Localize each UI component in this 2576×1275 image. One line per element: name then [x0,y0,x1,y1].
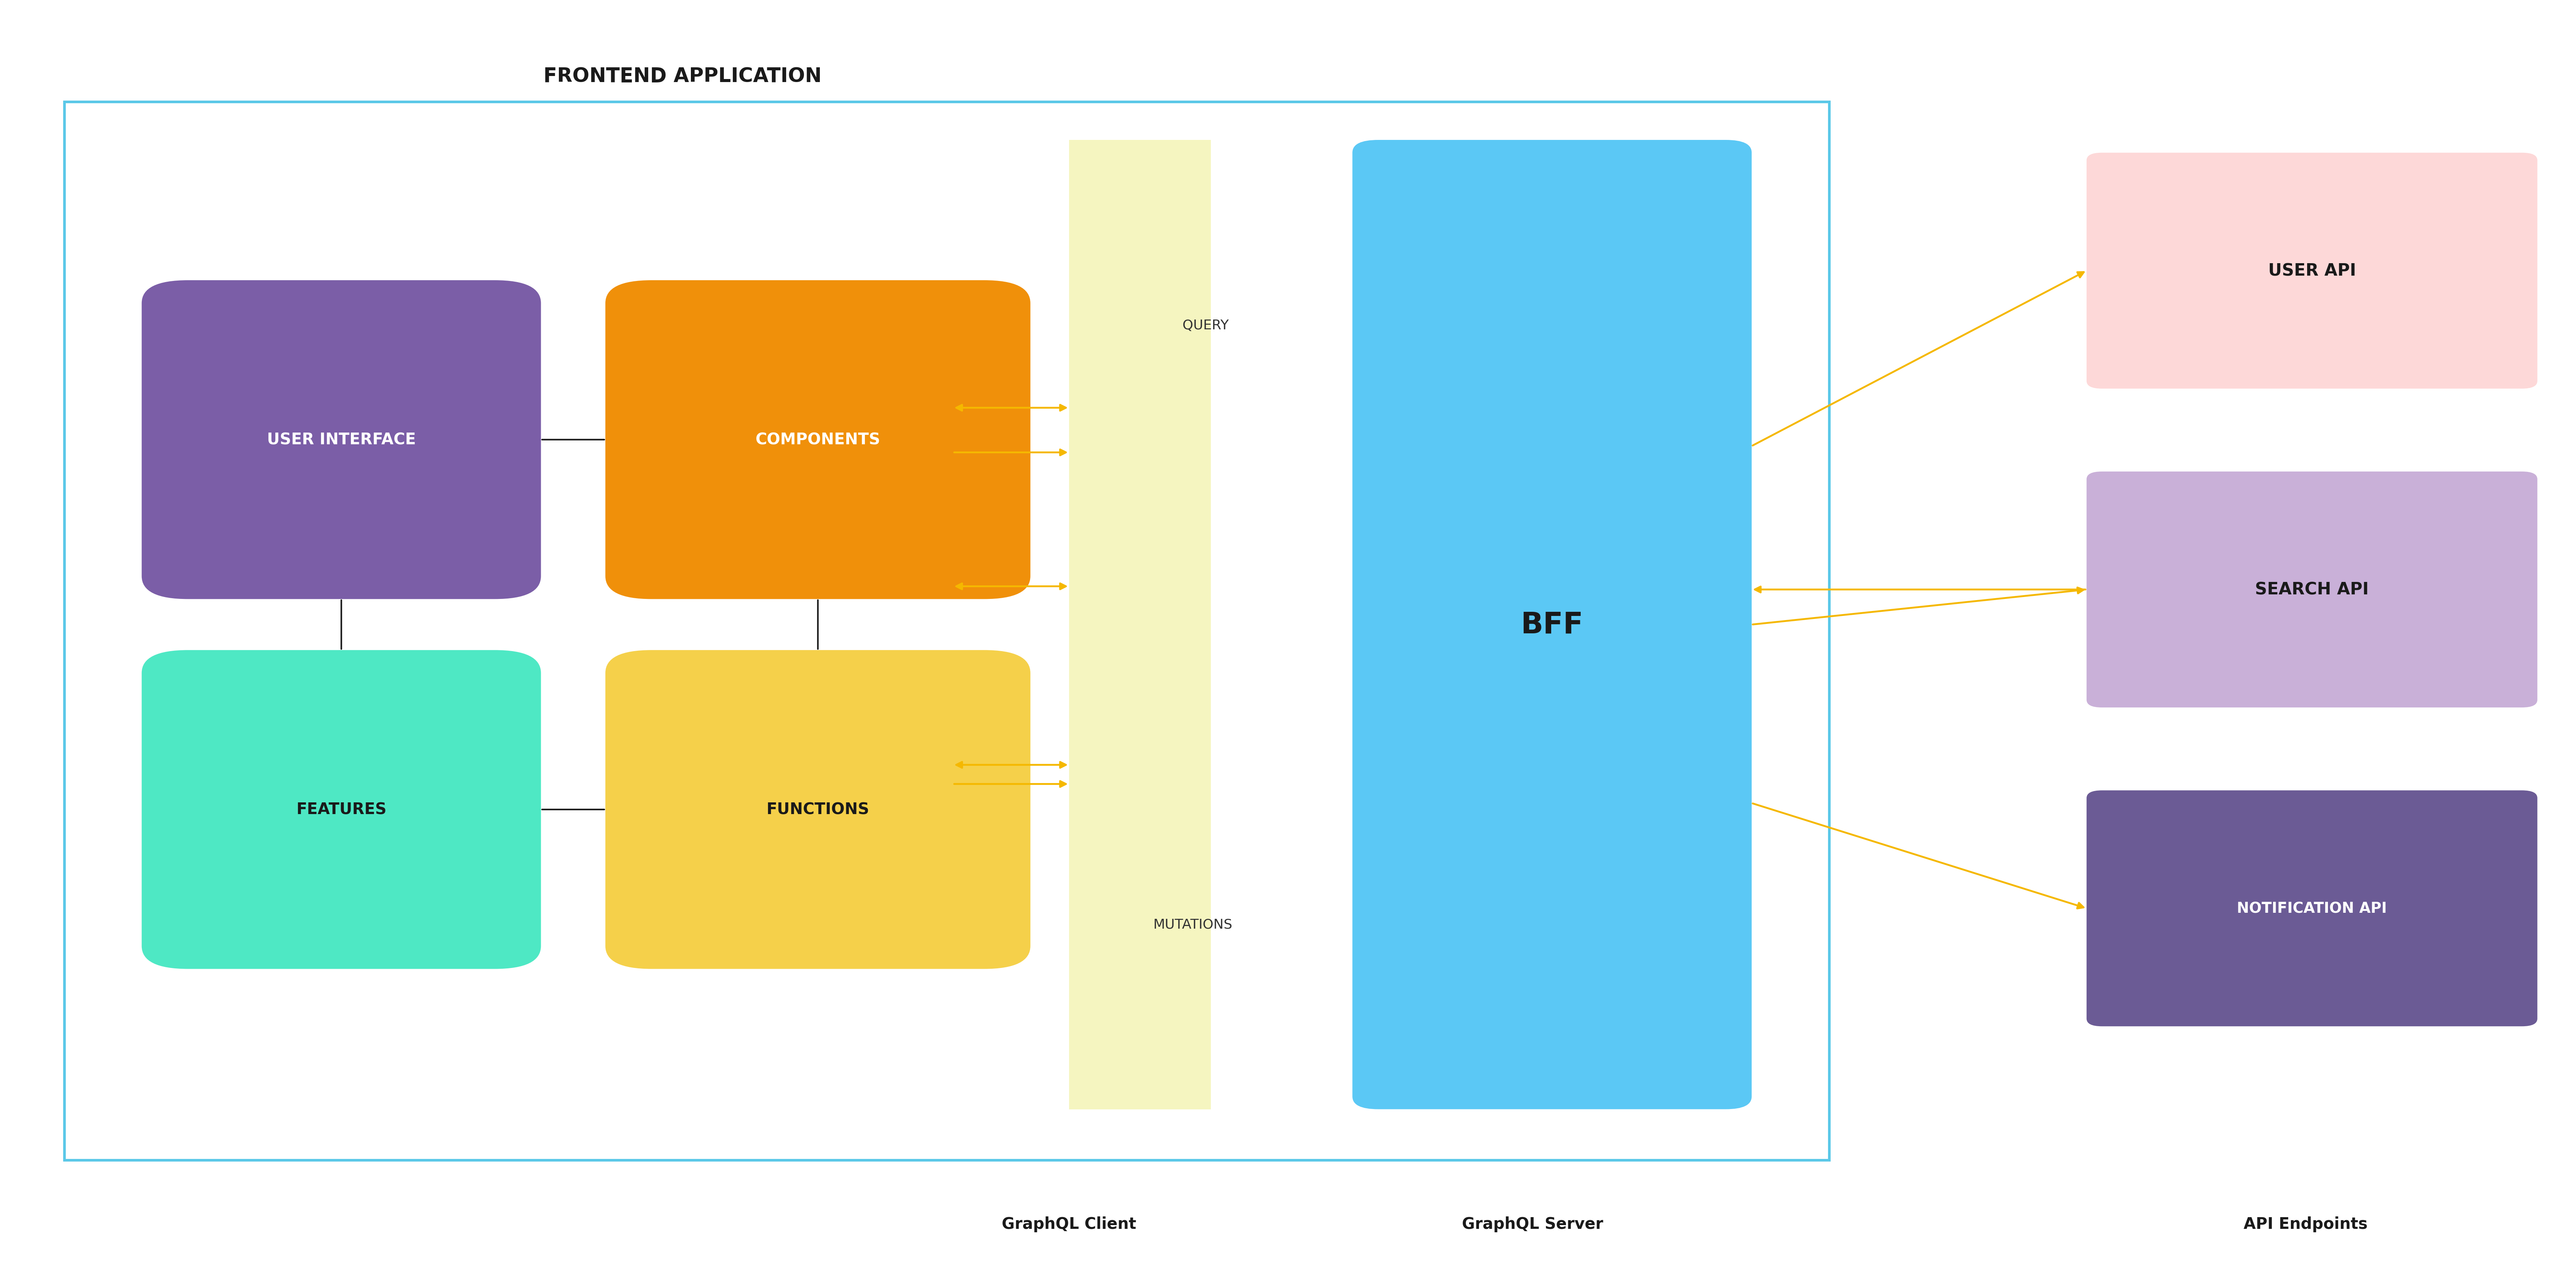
Text: COMPONENTS: COMPONENTS [755,432,881,448]
FancyBboxPatch shape [2087,153,2537,389]
Text: FEATURES: FEATURES [296,802,386,817]
Text: SEARCH API: SEARCH API [2254,581,2370,598]
FancyBboxPatch shape [605,650,1030,969]
Text: GraphQL Server: GraphQL Server [1463,1216,1602,1232]
FancyBboxPatch shape [2087,472,2537,708]
FancyBboxPatch shape [142,650,541,969]
FancyBboxPatch shape [605,280,1030,599]
FancyBboxPatch shape [1352,140,1752,1109]
Text: FUNCTIONS: FUNCTIONS [768,802,868,817]
Text: GraphQL Client: GraphQL Client [1002,1216,1136,1232]
Text: QUERY: QUERY [1182,319,1229,332]
FancyBboxPatch shape [1069,140,1211,1109]
FancyBboxPatch shape [142,280,541,599]
Text: FRONTEND APPLICATION: FRONTEND APPLICATION [544,66,822,87]
Text: API Endpoints: API Endpoints [2244,1216,2367,1232]
Text: USER INTERFACE: USER INTERFACE [268,432,415,448]
Text: NOTIFICATION API: NOTIFICATION API [2236,901,2388,915]
Text: BFF: BFF [1520,611,1584,639]
Text: MUTATIONS: MUTATIONS [1154,918,1231,931]
Text: USER API: USER API [2267,263,2357,279]
FancyBboxPatch shape [2087,790,2537,1026]
